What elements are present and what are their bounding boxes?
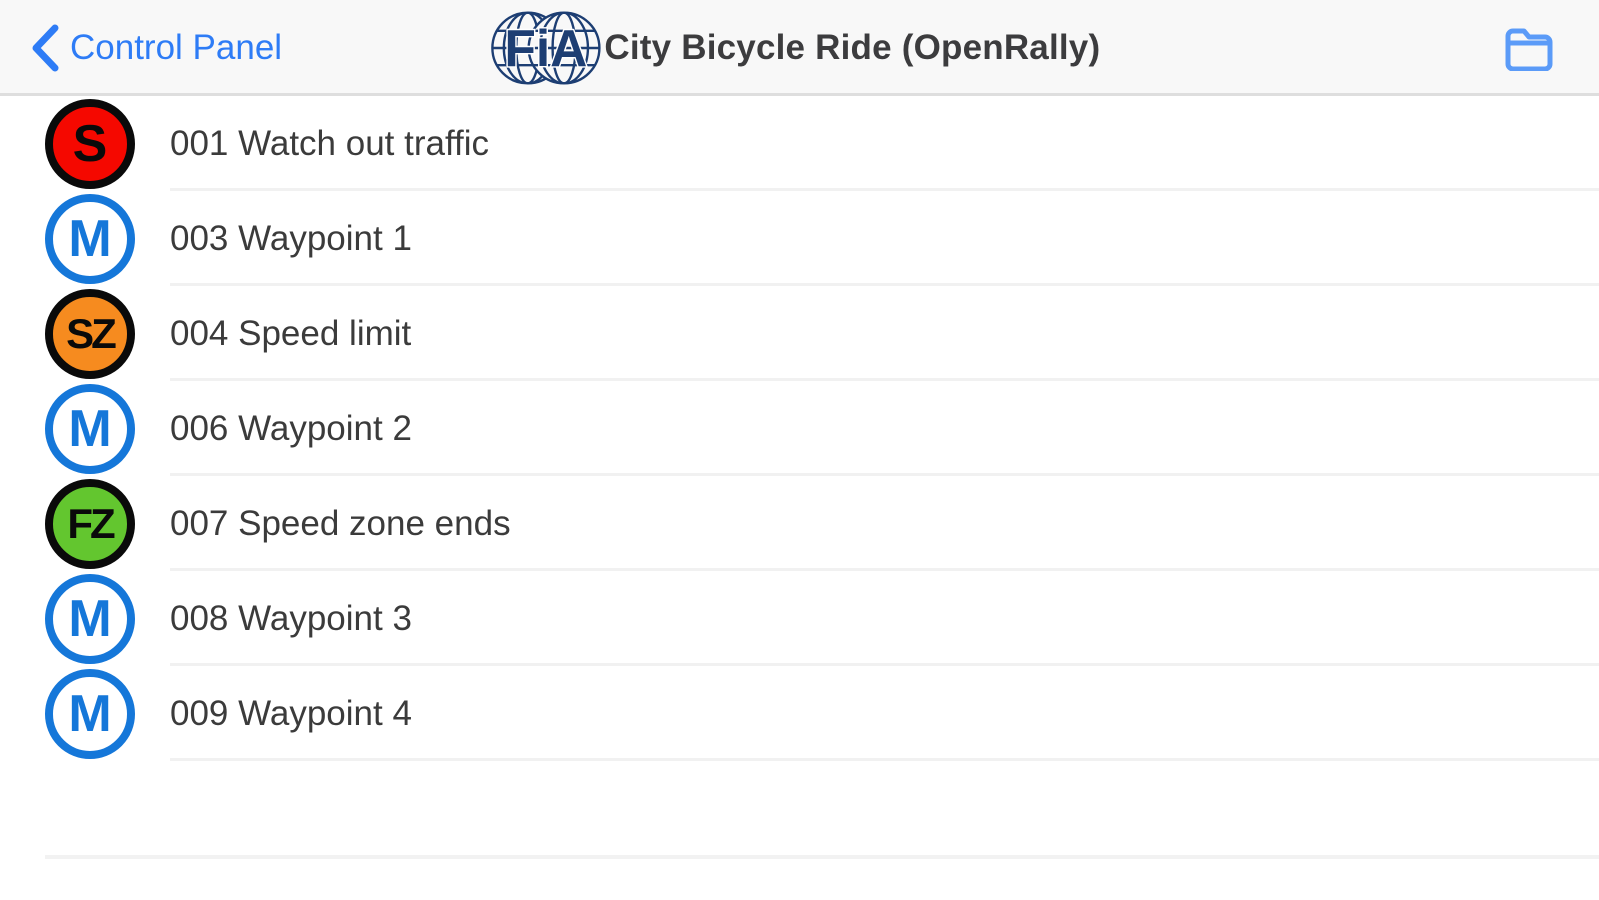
waypoint-badge-zone-end: FZ bbox=[45, 478, 135, 569]
nav-title-group: FiA City Bicycle Ride (OpenRally) bbox=[486, 0, 1100, 96]
list-item-label: 003 Waypoint 1 bbox=[170, 218, 412, 258]
waypoint-badge-speed-zone: SZ bbox=[45, 288, 135, 379]
list-item-007[interactable]: FZ 007 Speed zone ends bbox=[0, 476, 1599, 571]
row-separator bbox=[170, 283, 1599, 286]
fia-logo-text: FiA bbox=[504, 19, 587, 77]
list-item-006[interactable]: M 006 Waypoint 2 bbox=[0, 381, 1599, 476]
row-separator bbox=[170, 188, 1599, 191]
waypoint-badge-marker: M bbox=[45, 383, 135, 474]
waypoint-badge-marker: M bbox=[45, 573, 135, 664]
fia-logo-icon: FiA bbox=[490, 11, 601, 85]
row-separator bbox=[170, 568, 1599, 571]
list-item-003[interactable]: M 003 Waypoint 1 bbox=[0, 191, 1599, 286]
list-item-001[interactable]: S 001 Watch out traffic bbox=[0, 96, 1599, 191]
list-item-label: 004 Speed limit bbox=[170, 313, 412, 353]
list-item-008[interactable]: M 008 Waypoint 3 bbox=[0, 571, 1599, 666]
list-item-label: 009 Waypoint 4 bbox=[170, 693, 412, 733]
list-item-004[interactable]: SZ 004 Speed limit bbox=[0, 286, 1599, 381]
row-separator bbox=[170, 663, 1599, 666]
bottom-separator bbox=[45, 855, 1599, 859]
navigation-bar: Control Panel bbox=[0, 0, 1599, 96]
chevron-left-icon bbox=[32, 24, 59, 72]
list-item-009[interactable]: M 009 Waypoint 4 bbox=[0, 666, 1599, 761]
folder-icon bbox=[1505, 28, 1553, 71]
page-title: City Bicycle Ride (OpenRally) bbox=[604, 28, 1101, 67]
folder-button[interactable] bbox=[1503, 0, 1555, 96]
list-item-label: 007 Speed zone ends bbox=[170, 503, 511, 543]
waypoint-badge-marker: M bbox=[45, 668, 135, 759]
row-separator bbox=[170, 473, 1599, 476]
list-item-label: 008 Waypoint 3 bbox=[170, 598, 412, 638]
waypoint-list: S 001 Watch out traffic M 003 Waypoint 1… bbox=[0, 96, 1599, 761]
back-button[interactable]: Control Panel bbox=[30, 0, 282, 96]
back-button-label: Control Panel bbox=[70, 28, 283, 67]
list-item-label: 001 Watch out traffic bbox=[170, 123, 490, 163]
waypoint-badge-marker: M bbox=[45, 193, 135, 284]
list-item-label: 006 Waypoint 2 bbox=[170, 408, 412, 448]
row-separator bbox=[170, 378, 1599, 381]
row-separator bbox=[170, 758, 1599, 761]
waypoint-badge-start: S bbox=[45, 98, 135, 189]
